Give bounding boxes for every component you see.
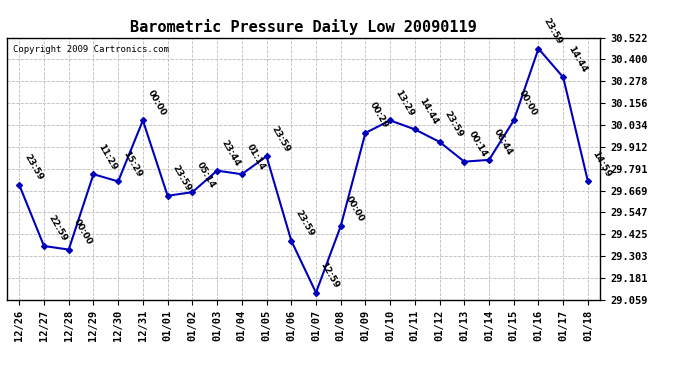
Text: 23:59: 23:59 (22, 153, 44, 182)
Text: 23:59: 23:59 (541, 16, 564, 46)
Text: 13:29: 13:29 (393, 88, 415, 118)
Text: 00:29: 00:29 (368, 101, 391, 130)
Text: 06:44: 06:44 (492, 128, 514, 157)
Text: 00:14: 00:14 (467, 130, 489, 159)
Text: 22:59: 22:59 (47, 214, 69, 243)
Text: 00:00: 00:00 (72, 218, 93, 247)
Text: 12:59: 12:59 (319, 261, 341, 290)
Text: 14:44: 14:44 (417, 97, 440, 127)
Text: 00:00: 00:00 (517, 89, 538, 118)
Text: 14:59: 14:59 (591, 149, 613, 178)
Text: 23:44: 23:44 (220, 138, 242, 168)
Text: 15:29: 15:29 (121, 149, 143, 178)
Text: 00:00: 00:00 (146, 89, 168, 118)
Text: 00:00: 00:00 (344, 195, 365, 224)
Text: 23:59: 23:59 (294, 209, 316, 238)
Text: 23:59: 23:59 (442, 110, 464, 139)
Title: Barometric Pressure Daily Low 20090119: Barometric Pressure Daily Low 20090119 (130, 19, 477, 35)
Text: Copyright 2009 Cartronics.com: Copyright 2009 Cartronics.com (13, 45, 169, 54)
Text: 23:59: 23:59 (170, 164, 193, 193)
Text: 11:29: 11:29 (96, 142, 119, 171)
Text: 05:14: 05:14 (195, 160, 217, 189)
Text: 01:14: 01:14 (244, 142, 266, 171)
Text: 23:59: 23:59 (269, 124, 291, 153)
Text: 14:44: 14:44 (566, 45, 589, 75)
